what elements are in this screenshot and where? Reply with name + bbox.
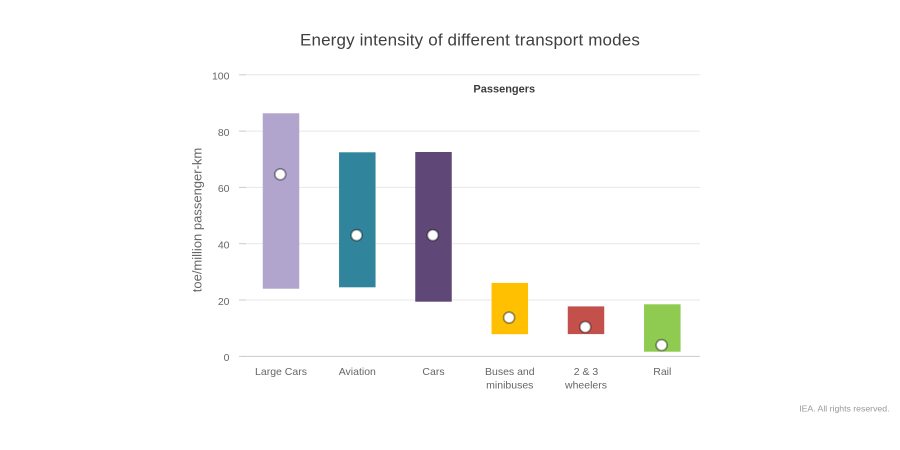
svg-text:100: 100	[212, 71, 230, 83]
svg-text:Passengers: Passengers	[473, 84, 535, 96]
svg-text:Aviation: Aviation	[339, 366, 376, 378]
svg-text:toe/million passenger-km: toe/million passenger-km	[190, 148, 205, 293]
svg-text:2 & 3: 2 & 3	[574, 366, 599, 378]
svg-text:Cars: Cars	[422, 366, 444, 378]
svg-text:Buses and: Buses and	[485, 366, 535, 378]
svg-text:Large Cars: Large Cars	[255, 366, 307, 378]
svg-text:wheelers: wheelers	[564, 379, 607, 391]
svg-text:20: 20	[218, 296, 230, 308]
svg-text:Energy intensity of different: Energy intensity of different transport …	[300, 30, 640, 49]
svg-text:minibuses: minibuses	[486, 379, 533, 391]
svg-text:80: 80	[218, 127, 230, 139]
svg-text:0: 0	[224, 352, 230, 364]
svg-text:IEA. All rights reserved.: IEA. All rights reserved.	[799, 404, 889, 414]
svg-text:60: 60	[218, 183, 230, 195]
svg-text:Rail: Rail	[653, 366, 671, 378]
svg-text:40: 40	[218, 240, 230, 252]
